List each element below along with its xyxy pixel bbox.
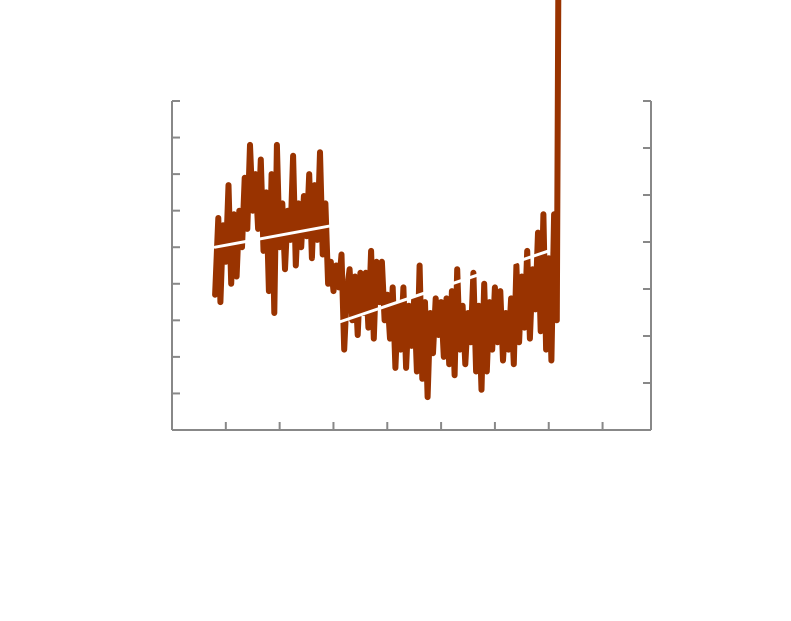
- chart-ticks: [172, 101, 651, 430]
- plot-area: [215, 0, 558, 397]
- chart-axes: [172, 101, 651, 430]
- series-line: [215, 0, 558, 397]
